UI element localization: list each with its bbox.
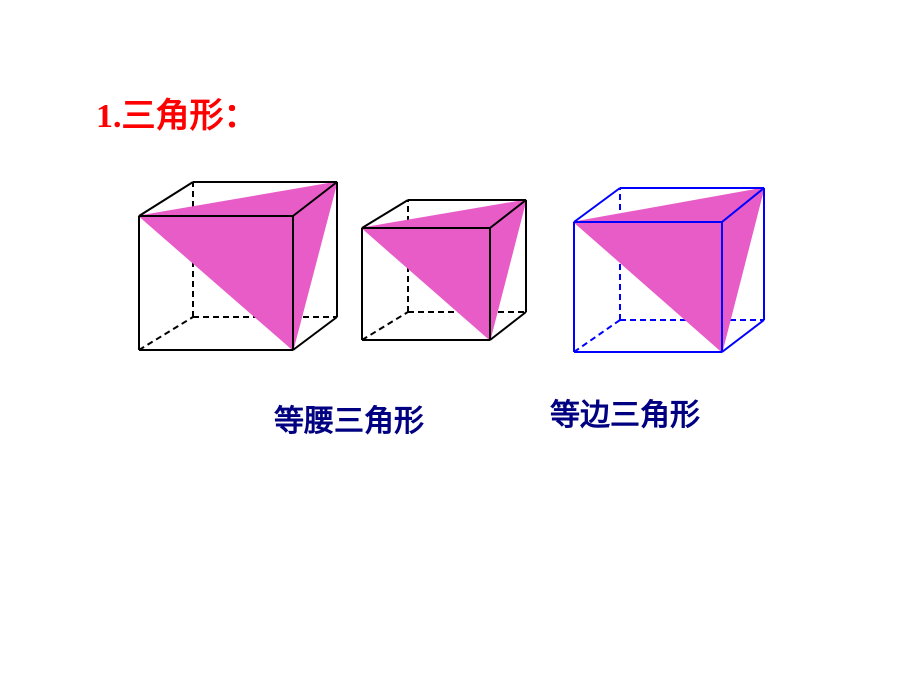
cube-diagram-3 (554, 164, 776, 368)
caption-equilateral: 等边三角形 (550, 390, 700, 434)
caption-isosceles: 等腰三角形 (274, 396, 424, 440)
cube-diagram-1 (113, 160, 341, 365)
section-title: 1.三角形： (96, 88, 258, 137)
cube-diagram-2 (340, 180, 530, 355)
